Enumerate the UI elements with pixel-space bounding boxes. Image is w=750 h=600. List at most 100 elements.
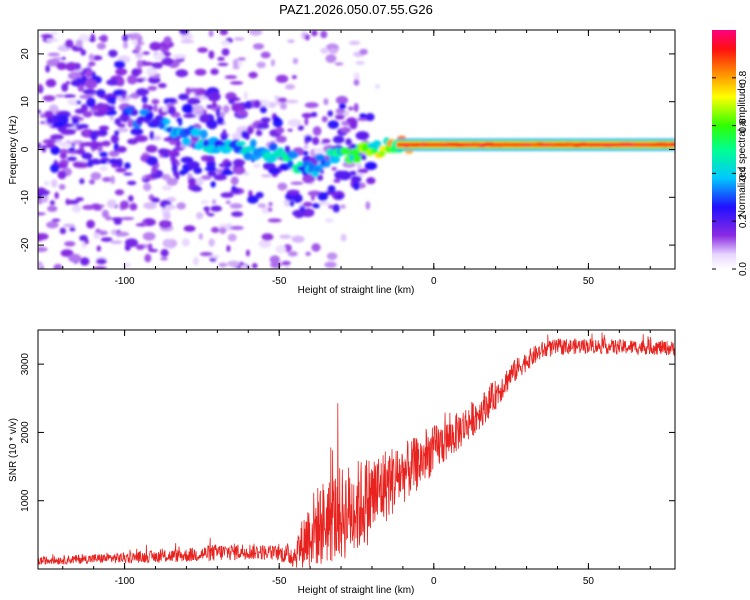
spectrogram-cell [163, 98, 174, 103]
spectrogram-noise-cell [123, 172, 133, 176]
spectrogram-noise-cell [313, 147, 325, 155]
spectrogram-cell [61, 83, 69, 92]
spectrogram-noise-cell [227, 233, 237, 242]
spectrogram-carrier-cell [483, 142, 495, 145]
spectrogram-noise-cell [287, 128, 293, 132]
spectrogram-noise-cell [359, 48, 368, 55]
spectrogram-noise-cell [287, 251, 298, 257]
spectrogram-noise-cell [38, 246, 48, 253]
spectrogram-cell [127, 74, 138, 85]
spectrogram-cell [210, 181, 216, 188]
spectrogram-cell [360, 154, 367, 161]
spectrogram-ridge-cell [314, 153, 326, 162]
spectrogram-noise-cell [151, 62, 163, 69]
spectrogram-carrier-cell [640, 143, 649, 147]
spectrogram-noise-cell [110, 175, 115, 185]
spectrogram-noise-cell [245, 249, 250, 257]
figure-title: PAZ1.2026.050.07.55.G26 [279, 2, 433, 17]
spectrogram-cell [204, 166, 217, 172]
spectrogram-noise-cell [304, 34, 310, 41]
spectrogram-noise-cell [47, 205, 58, 212]
spectrogram-cell [215, 107, 221, 118]
spectrogram-cell [220, 192, 234, 198]
spectrogram-noise-cell [328, 48, 338, 55]
spectrogram-cell [130, 127, 144, 136]
spectrogram-ridge-cell [194, 142, 204, 151]
spectrogram-cell [186, 161, 200, 170]
spectrogram-noise-cell [275, 74, 289, 83]
spectrogram-noise-cell [65, 198, 70, 206]
spectrogram-cell [178, 93, 189, 101]
spectrogram-cell [312, 136, 320, 146]
spectrogram-noise-cell [219, 227, 227, 235]
spectrogram-x-tick-label: 0 [431, 276, 437, 287]
spectrogram-cell [240, 130, 248, 139]
spectrogram-cell [188, 88, 201, 93]
spectrogram-carrier-cell [554, 142, 565, 146]
spectrogram-ridge-cell [287, 160, 294, 169]
spectrogram-noise-cell [217, 62, 229, 67]
spectrogram-ridge-cell [243, 152, 253, 161]
spectrogram-noise-cell [153, 52, 165, 61]
spectrogram-cell [302, 173, 316, 184]
snr-y-tick-label: 3000 [20, 353, 31, 376]
snr-y-tick-label: 2000 [20, 421, 31, 444]
spectrogram-noise-cell [134, 45, 142, 52]
spectrogram-noise-cell [45, 78, 57, 88]
spectrogram-cell [169, 156, 177, 162]
spectrogram-noise-cell [261, 205, 269, 214]
spectrogram-noise-cell [229, 203, 243, 209]
spectrogram-cell [92, 111, 106, 117]
spectrogram-ridge-cell [145, 112, 154, 121]
spectrogram-cell [59, 152, 68, 159]
spectrogram-noise-cell [333, 178, 341, 184]
spectrogram-cell [181, 103, 194, 114]
spectrogram-cell [77, 84, 85, 92]
spectrogram-noise-cell [320, 47, 330, 54]
spectrogram-noise-cell [210, 226, 220, 233]
spectrogram-cell [206, 104, 213, 109]
spectrogram-noise-cell [225, 223, 233, 232]
spectrogram-cell [81, 141, 96, 147]
spectrogram-carrier-cell [578, 142, 588, 145]
spectrogram-cell [44, 110, 54, 119]
spectrogram-noise-cell [287, 39, 295, 43]
spectrogram-cell [116, 146, 127, 153]
spectrogram-noise-cell [50, 179, 58, 188]
spectrogram-noise-cell [240, 264, 248, 269]
spectrogram-cell [71, 117, 80, 125]
spectrogram-noise-cell [291, 235, 305, 243]
spectrogram-noise-cell [231, 211, 244, 217]
spectrogram-noise-cell [147, 76, 161, 84]
spectrogram-noise-cell [320, 30, 328, 39]
spectrogram-ridge-cell [329, 155, 341, 164]
spectrogram-x-axis-label: Height of straight line (km) [298, 285, 415, 296]
spectrogram-noise-cell [71, 204, 82, 213]
spectrogram-noise-cell [99, 165, 108, 172]
spectrogram-cell [68, 147, 76, 152]
snr-y-tick-label: 1000 [20, 489, 31, 512]
snr-panel: -100 -50 0 50 1000 2000 3000 Height of straigh… [8, 329, 676, 596]
spectrogram-cell [42, 139, 57, 145]
spectrogram-noise-cell [208, 30, 214, 37]
spectrogram-ridge-cell [198, 138, 205, 144]
spectrogram-noise-cell [107, 49, 118, 58]
spectrogram-noise-cell [311, 243, 321, 252]
spectrogram-noise-cell [237, 57, 246, 61]
spectrogram-noise-cell [208, 238, 215, 247]
spectrogram-noise-cell [325, 218, 334, 223]
spectrogram-cell [90, 130, 98, 141]
spectrogram-noise-cell [183, 225, 196, 232]
spectrogram-noise-cell [162, 212, 171, 220]
spectrogram-noise-cell [348, 40, 361, 45]
spectrogram-noise-cell [106, 199, 117, 209]
spectrogram-cells [38, 30, 675, 269]
spectrogram-noise-cell [175, 69, 189, 78]
colorbar-tick-label: 0.0 [738, 262, 749, 276]
spectrogram-noise-cell [334, 62, 344, 66]
spectrogram-noise-cell [50, 31, 59, 36]
spectrogram-cell [286, 189, 300, 195]
spectrogram-noise-cell [95, 228, 101, 234]
spectrogram-noise-cell [48, 104, 59, 114]
